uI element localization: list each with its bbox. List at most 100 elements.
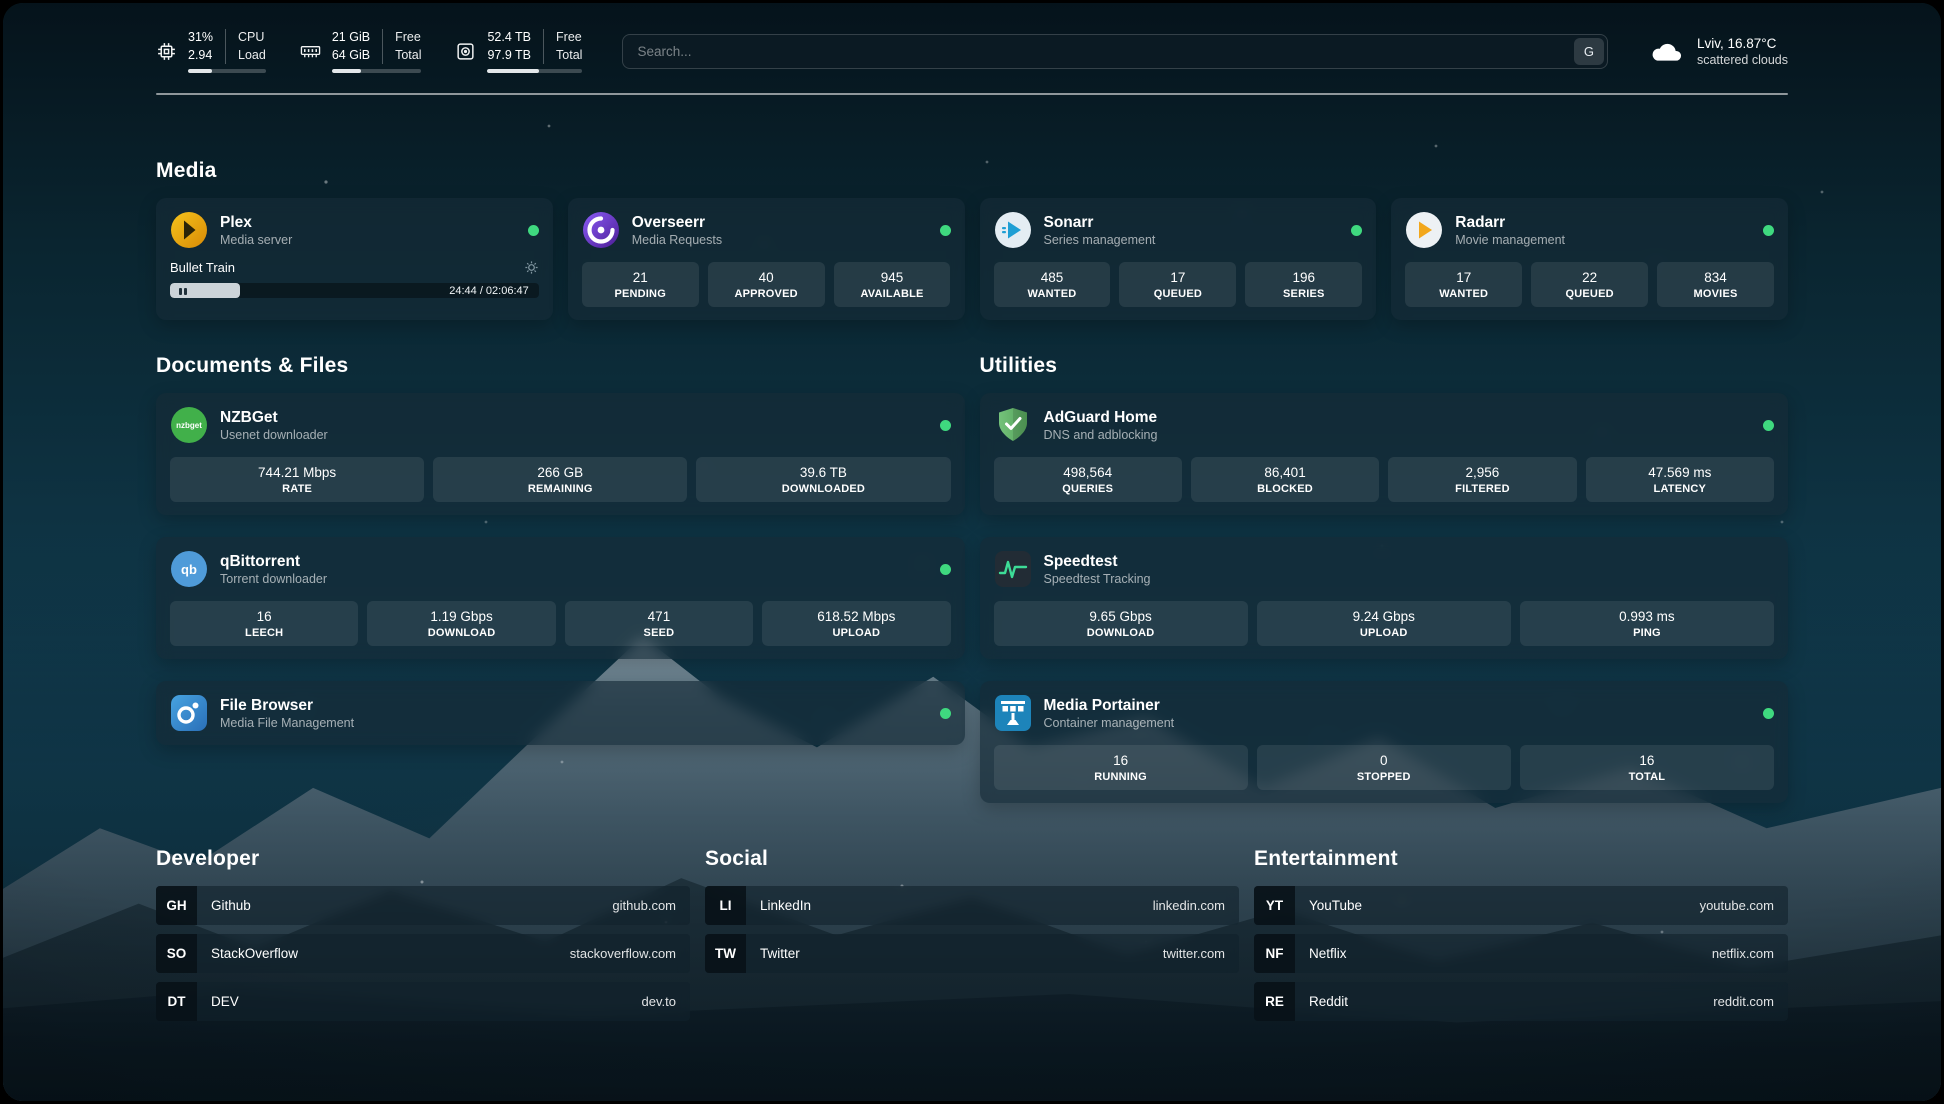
- bookmark-abbr: NF: [1254, 934, 1295, 973]
- stat-box: 196 SERIES: [1245, 262, 1363, 307]
- section-title-social: Social: [705, 847, 769, 870]
- app-card-plex[interactable]: Plex Media server Bullet Train: [156, 198, 553, 320]
- now-playing-title: Bullet Train: [170, 260, 236, 275]
- search-input[interactable]: [622, 33, 1608, 69]
- plex-icon: [171, 212, 207, 248]
- stat-box: 16 RUNNING: [993, 745, 1248, 790]
- stat-box: 266 GB REMAINING: [433, 457, 688, 502]
- bookmark-url: reddit.com: [1713, 994, 1774, 1009]
- stat-label: UPLOAD: [832, 627, 881, 639]
- app-card-filebrowser[interactable]: File Browser Media File Management: [156, 681, 965, 745]
- stat-box: 485 WANTED: [993, 262, 1111, 307]
- stat-box: 16 LEECH: [170, 601, 359, 646]
- bookmark-stackoverflow[interactable]: SO StackOverflow stackoverflow.com: [156, 934, 690, 973]
- stat-box: 22 QUEUED: [1531, 262, 1649, 307]
- bookmark-name: YouTube: [1309, 898, 1363, 913]
- stat-value: 945: [880, 270, 904, 285]
- bookmark-netflix[interactable]: NF Netflix netflix.com: [1254, 934, 1788, 973]
- stat-value: 22: [1582, 270, 1598, 285]
- stat-value: 485: [1040, 270, 1064, 285]
- bookmark-abbr: TW: [705, 934, 746, 973]
- stat-box: 1.19 Gbps DOWNLOAD: [367, 601, 556, 646]
- stat-value: 16: [1113, 753, 1129, 768]
- cpu-widget: 31% 2.94 CPU Load: [156, 29, 266, 73]
- stat-label: PING: [1633, 627, 1661, 639]
- bookmark-name: LinkedIn: [760, 898, 812, 913]
- sonarr-icon: [994, 212, 1031, 248]
- stat-value: 834: [1704, 270, 1727, 285]
- status-online-indicator: [1763, 419, 1774, 431]
- bookmark-github[interactable]: GH Github github.com: [156, 886, 690, 925]
- cpu-progress-fill: [188, 69, 213, 73]
- stat-value: 39.6 TB: [799, 465, 847, 480]
- app-card-portainer[interactable]: Media Portainer Container management 16 …: [979, 681, 1788, 803]
- cpu-load: 2.94: [188, 47, 213, 62]
- stat-label: UPLOAD: [1359, 627, 1408, 639]
- stat-value: 498,564: [1063, 465, 1113, 480]
- memory-progress-track: [331, 69, 422, 73]
- section-title-developer: Developer: [156, 847, 260, 870]
- stat-value: 40: [758, 270, 774, 285]
- cpu-percent: 31%: [188, 30, 214, 44]
- app-subtitle: Speedtest Tracking: [1043, 572, 1151, 587]
- playback-progress-fill: [170, 283, 241, 298]
- stat-value: 86,401: [1264, 465, 1306, 480]
- stat-value: 744.21 Mbps: [258, 465, 337, 480]
- bookmark-url: github.com: [612, 898, 676, 913]
- stat-value: 17: [1170, 270, 1186, 285]
- app-name: File Browser: [220, 696, 314, 714]
- bookmark-reddit[interactable]: RE Reddit reddit.com: [1254, 982, 1788, 1021]
- stat-box: 498,564 QUERIES: [993, 457, 1182, 502]
- pause-icon[interactable]: [179, 283, 189, 298]
- app-card-qbittorrent[interactable]: qb qBittorrent Torrent downloader 16: [156, 537, 965, 659]
- bookmark-linkedin[interactable]: LI LinkedIn linkedin.com: [705, 886, 1239, 925]
- status-online-indicator: [527, 224, 539, 236]
- app-name: Media Portainer: [1043, 696, 1160, 714]
- status-online-indicator: [1763, 224, 1774, 236]
- stat-value: 471: [647, 609, 671, 624]
- storage-label-2: Total: [556, 47, 583, 62]
- stat-value: 16: [256, 609, 272, 624]
- app-card-radarr[interactable]: Radarr Movie management 17 WANTED 22 QUE…: [1391, 198, 1788, 320]
- app-card-nzbget[interactable]: nzbget NZBGet Usenet downloader 744.21 M…: [156, 393, 965, 515]
- bookmark-dev[interactable]: DT DEV dev.to: [156, 982, 690, 1021]
- settings-gear-icon[interactable]: [524, 260, 539, 275]
- bookmark-youtube[interactable]: YT YouTube youtube.com: [1254, 886, 1788, 925]
- app-card-overseerr[interactable]: Overseerr Media Requests 21 PENDING 40 A…: [567, 198, 965, 320]
- svg-text:qb: qb: [181, 562, 197, 577]
- storage-total: 97.9 TB: [487, 47, 532, 62]
- search-engine-button[interactable]: G: [1573, 37, 1604, 65]
- stat-box: 744.21 Mbps RATE: [170, 457, 425, 502]
- stat-box: 21 PENDING: [581, 262, 699, 307]
- app-subtitle: Torrent downloader: [220, 572, 328, 587]
- stat-label: STOPPED: [1356, 771, 1411, 783]
- svg-text:nzbget: nzbget: [176, 421, 202, 430]
- status-online-indicator: [939, 224, 951, 236]
- app-name: NZBGet: [220, 408, 278, 426]
- storage-icon: [457, 42, 475, 60]
- dashboard: 31% 2.94 CPU Load: [3, 3, 1941, 1101]
- app-name: Radarr: [1455, 213, 1506, 231]
- stat-value: 2,956: [1465, 465, 1500, 480]
- app-card-adguard[interactable]: AdGuard Home DNS and adblocking 498,564 …: [979, 393, 1788, 515]
- stat-label: RATE: [282, 483, 313, 495]
- top-bar: 31% 2.94 CPU Load: [156, 29, 1788, 73]
- section-title-documents: Documents & Files: [156, 354, 349, 377]
- app-card-speedtest[interactable]: Speedtest Speedtest Tracking 9.65 Gbps D…: [979, 537, 1788, 659]
- stat-label: DOWNLOAD: [427, 627, 496, 639]
- app-card-sonarr[interactable]: Sonarr Series management 485 WANTED 17 Q…: [979, 198, 1377, 320]
- stat-box: 39.6 TB DOWNLOADED: [696, 457, 951, 502]
- stat-box: 2,956 FILTERED: [1388, 457, 1577, 502]
- stat-box: 9.24 Gbps UPLOAD: [1256, 601, 1511, 646]
- app-subtitle: Media File Management: [220, 716, 355, 731]
- bookmark-twitter[interactable]: TW Twitter twitter.com: [705, 934, 1239, 973]
- stat-box: 47.569 ms LATENCY: [1585, 457, 1774, 502]
- stat-label: PENDING: [614, 288, 666, 300]
- playback-progress-bar[interactable]: 24:44 / 02:06:47: [170, 283, 539, 298]
- bookmark-group-developer: Developer GH Github github.com SO StackO…: [156, 847, 690, 1030]
- app-subtitle: Movie management: [1455, 233, 1566, 248]
- section-documents-files: Documents & Files nzbget NZBGet Usenet d…: [156, 354, 965, 745]
- bookmark-abbr: GH: [156, 886, 197, 925]
- stat-label: WANTED: [1439, 288, 1489, 300]
- section-title-entertainment: Entertainment: [1254, 847, 1398, 870]
